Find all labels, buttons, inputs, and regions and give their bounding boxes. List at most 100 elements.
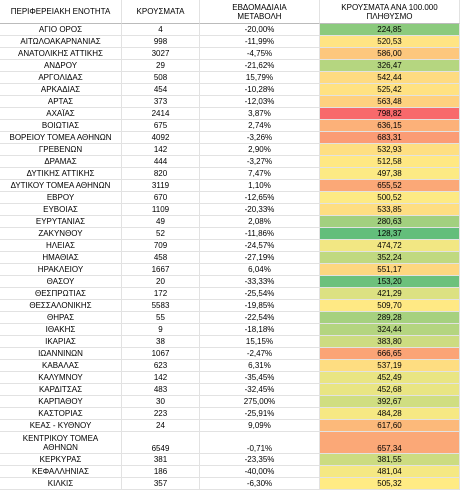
rate-cell: 537,19 (320, 360, 460, 372)
region-cell: ΚΑΡΔΙΤΣΑΣ (0, 384, 122, 396)
rate-cell: 381,55 (320, 454, 460, 466)
rate-cell: 525,42 (320, 84, 460, 96)
cases-cell: 142 (122, 372, 200, 384)
cases-cell: 709 (122, 240, 200, 252)
table-row: ΑΓΙΟ ΟΡΟΣ 4 -20,00% 224,85 (0, 24, 468, 36)
change-cell: -10,28% (200, 84, 320, 96)
cases-cell: 29 (122, 60, 200, 72)
region-cell: ΙΘΑΚΗΣ (0, 324, 122, 336)
rate-cell: 500,52 (320, 192, 460, 204)
region-cell: ΑΙΤΩΛΟΑΚΑΡΝΑΝΙΑΣ (0, 36, 122, 48)
header-cell: ΕΒΔΟΜΑΔΙΑΙΑ ΜΕΤΑΒΟΛΗ (200, 0, 320, 24)
rate-cell: 324,44 (320, 324, 460, 336)
rate-cell: 563,48 (320, 96, 460, 108)
region-cell: ΑΡΓΟΛΙΔΑΣ (0, 72, 122, 84)
region-cell: ΚΑΣΤΟΡΙΑΣ (0, 408, 122, 420)
region-cell: ΘΑΣΟΥ (0, 276, 122, 288)
table-row: ΑΡΚΑΔΙΑΣ 454 -10,28% 525,42 (0, 84, 468, 96)
table-row: ΘΕΣΠΡΩΤΙΑΣ 172 -25,54% 421,29 (0, 288, 468, 300)
change-cell: 6,31% (200, 360, 320, 372)
rate-cell: 352,24 (320, 252, 460, 264)
change-cell: -40,00% (200, 466, 320, 478)
header-row: ΠΕΡΙΦΕΡΕΙΑΚΗ ΕΝΟΤΗΤΑ ΚΡΟΥΣΜΑΤΑ ΕΒΔΟΜΑΔΙΑΙΑ… (0, 0, 468, 24)
region-cell: ΘΕΣΠΡΩΤΙΑΣ (0, 288, 122, 300)
region-cell: ΑΝΑΤΟΛΙΚΗΣ ΑΤΤΙΚΗΣ (0, 48, 122, 60)
table-row: ΚΙΛΚΙΣ 357 -6,30% 505,32 (0, 478, 468, 490)
table-row: ΚΑΒΑΛΑΣ 623 6,31% 537,19 (0, 360, 468, 372)
table-row: ΗΜΑΘΙΑΣ 458 -27,19% 352,24 (0, 252, 468, 264)
cases-cell: 20 (122, 276, 200, 288)
region-cell: ΚΕΡΚΥΡΑΣ (0, 454, 122, 466)
table-row: ΖΑΚΥΝΘΟΥ 52 -11,86% 128,37 (0, 228, 468, 240)
rate-cell: 798,82 (320, 108, 460, 120)
table-row: ΗΛΕΙΑΣ 709 -24,57% 474,72 (0, 240, 468, 252)
cases-cell: 1667 (122, 264, 200, 276)
change-cell: -35,45% (200, 372, 320, 384)
cases-cell: 444 (122, 156, 200, 168)
region-cell: ΙΚΑΡΙΑΣ (0, 336, 122, 348)
region-cell: ΘΗΡΑΣ (0, 312, 122, 324)
change-cell: 2,74% (200, 120, 320, 132)
rate-cell: 452,68 (320, 384, 460, 396)
table-row: ΗΡΑΚΛΕΙΟΥ 1667 6,04% 551,17 (0, 264, 468, 276)
change-cell: -19,85% (200, 300, 320, 312)
region-cell: ΚΑΛΥΜΝΟΥ (0, 372, 122, 384)
change-cell: 15,15% (200, 336, 320, 348)
table-row: ΑΝΔΡΟΥ 29 -21,62% 326,47 (0, 60, 468, 72)
cases-cell: 820 (122, 168, 200, 180)
rate-cell: 474,72 (320, 240, 460, 252)
cases-cell: 508 (122, 72, 200, 84)
cases-cell: 5583 (122, 300, 200, 312)
change-cell: -3,26% (200, 132, 320, 144)
cases-cell: 52 (122, 228, 200, 240)
table-row: ΕΒΡΟΥ 670 -12,65% 500,52 (0, 192, 468, 204)
table-row: ΙΩΑΝΝΙΝΩΝ 1067 -2,47% 666,65 (0, 348, 468, 360)
cases-cell: 998 (122, 36, 200, 48)
change-cell: -3,27% (200, 156, 320, 168)
change-cell: 1,10% (200, 180, 320, 192)
cases-cell: 381 (122, 454, 200, 466)
region-cell: ΕΥΡΥΤΑΝΙΑΣ (0, 216, 122, 228)
rate-cell: 289,28 (320, 312, 460, 324)
region-cell: ΔΥΤΙΚΟΥ ΤΟΜΕΑ ΑΘΗΝΩΝ (0, 180, 122, 192)
table-row: ΚΕΑΣ - ΚΥΘΝΟΥ 24 9,09% 617,60 (0, 420, 468, 432)
region-cell: ΗΛΕΙΑΣ (0, 240, 122, 252)
cases-cell: 49 (122, 216, 200, 228)
cases-cell: 172 (122, 288, 200, 300)
rate-cell: 520,53 (320, 36, 460, 48)
cases-cell: 6549 (122, 432, 200, 454)
region-cell: ΖΑΚΥΝΘΟΥ (0, 228, 122, 240)
region-cell: ΙΩΑΝΝΙΝΩΝ (0, 348, 122, 360)
rate-cell: 657,34 (320, 432, 460, 454)
region-cell: ΚΕΝΤΡΙΚΟΥ ΤΟΜΕΑ ΑΘΗΝΩΝ (0, 432, 122, 454)
table-row: ΚΑΛΥΜΝΟΥ 142 -35,45% 452,49 (0, 372, 468, 384)
rate-cell: 128,37 (320, 228, 460, 240)
table-row: ΕΥΒΟΙΑΣ 1109 -20,33% 533,85 (0, 204, 468, 216)
cases-cell: 30 (122, 396, 200, 408)
change-cell: 3,87% (200, 108, 320, 120)
change-cell: -11,99% (200, 36, 320, 48)
table-row: ΑΙΤΩΛΟΑΚΑΡΝΑΝΙΑΣ 998 -11,99% 520,53 (0, 36, 468, 48)
rate-cell: 326,47 (320, 60, 460, 72)
region-cell: ΗΜΑΘΙΑΣ (0, 252, 122, 264)
cases-cell: 373 (122, 96, 200, 108)
change-cell: -20,00% (200, 24, 320, 36)
table-row: ΔΥΤΙΚΗΣ ΑΤΤΙΚΗΣ 820 7,47% 497,38 (0, 168, 468, 180)
table-row: ΑΝΑΤΟΛΙΚΗΣ ΑΤΤΙΚΗΣ 3027 -4,75% 586,00 (0, 48, 468, 60)
cases-cell: 670 (122, 192, 200, 204)
change-cell: 275,00% (200, 396, 320, 408)
rate-cell: 617,60 (320, 420, 460, 432)
cases-cell: 1109 (122, 204, 200, 216)
rate-cell: 452,49 (320, 372, 460, 384)
change-cell: 6,04% (200, 264, 320, 276)
table-row: ΔΥΤΙΚΟΥ ΤΟΜΕΑ ΑΘΗΝΩΝ 3119 1,10% 655,52 (0, 180, 468, 192)
cases-cell: 3119 (122, 180, 200, 192)
cases-cell: 1067 (122, 348, 200, 360)
table-row: ΚΕΦΑΛΛΗΝΙΑΣ 186 -40,00% 481,04 (0, 466, 468, 478)
table-row: ΒΟΡΕΙΟΥ ΤΟΜΕΑ ΑΘΗΝΩΝ 4092 -3,26% 683,31 (0, 132, 468, 144)
cases-cell: 4 (122, 24, 200, 36)
table-row: ΑΧΑΪΑΣ 2414 3,87% 798,82 (0, 108, 468, 120)
header-cell: ΚΡΟΥΣΜΑΤΑ (122, 0, 200, 24)
cases-cell: 2414 (122, 108, 200, 120)
region-cell: ΑΝΔΡΟΥ (0, 60, 122, 72)
